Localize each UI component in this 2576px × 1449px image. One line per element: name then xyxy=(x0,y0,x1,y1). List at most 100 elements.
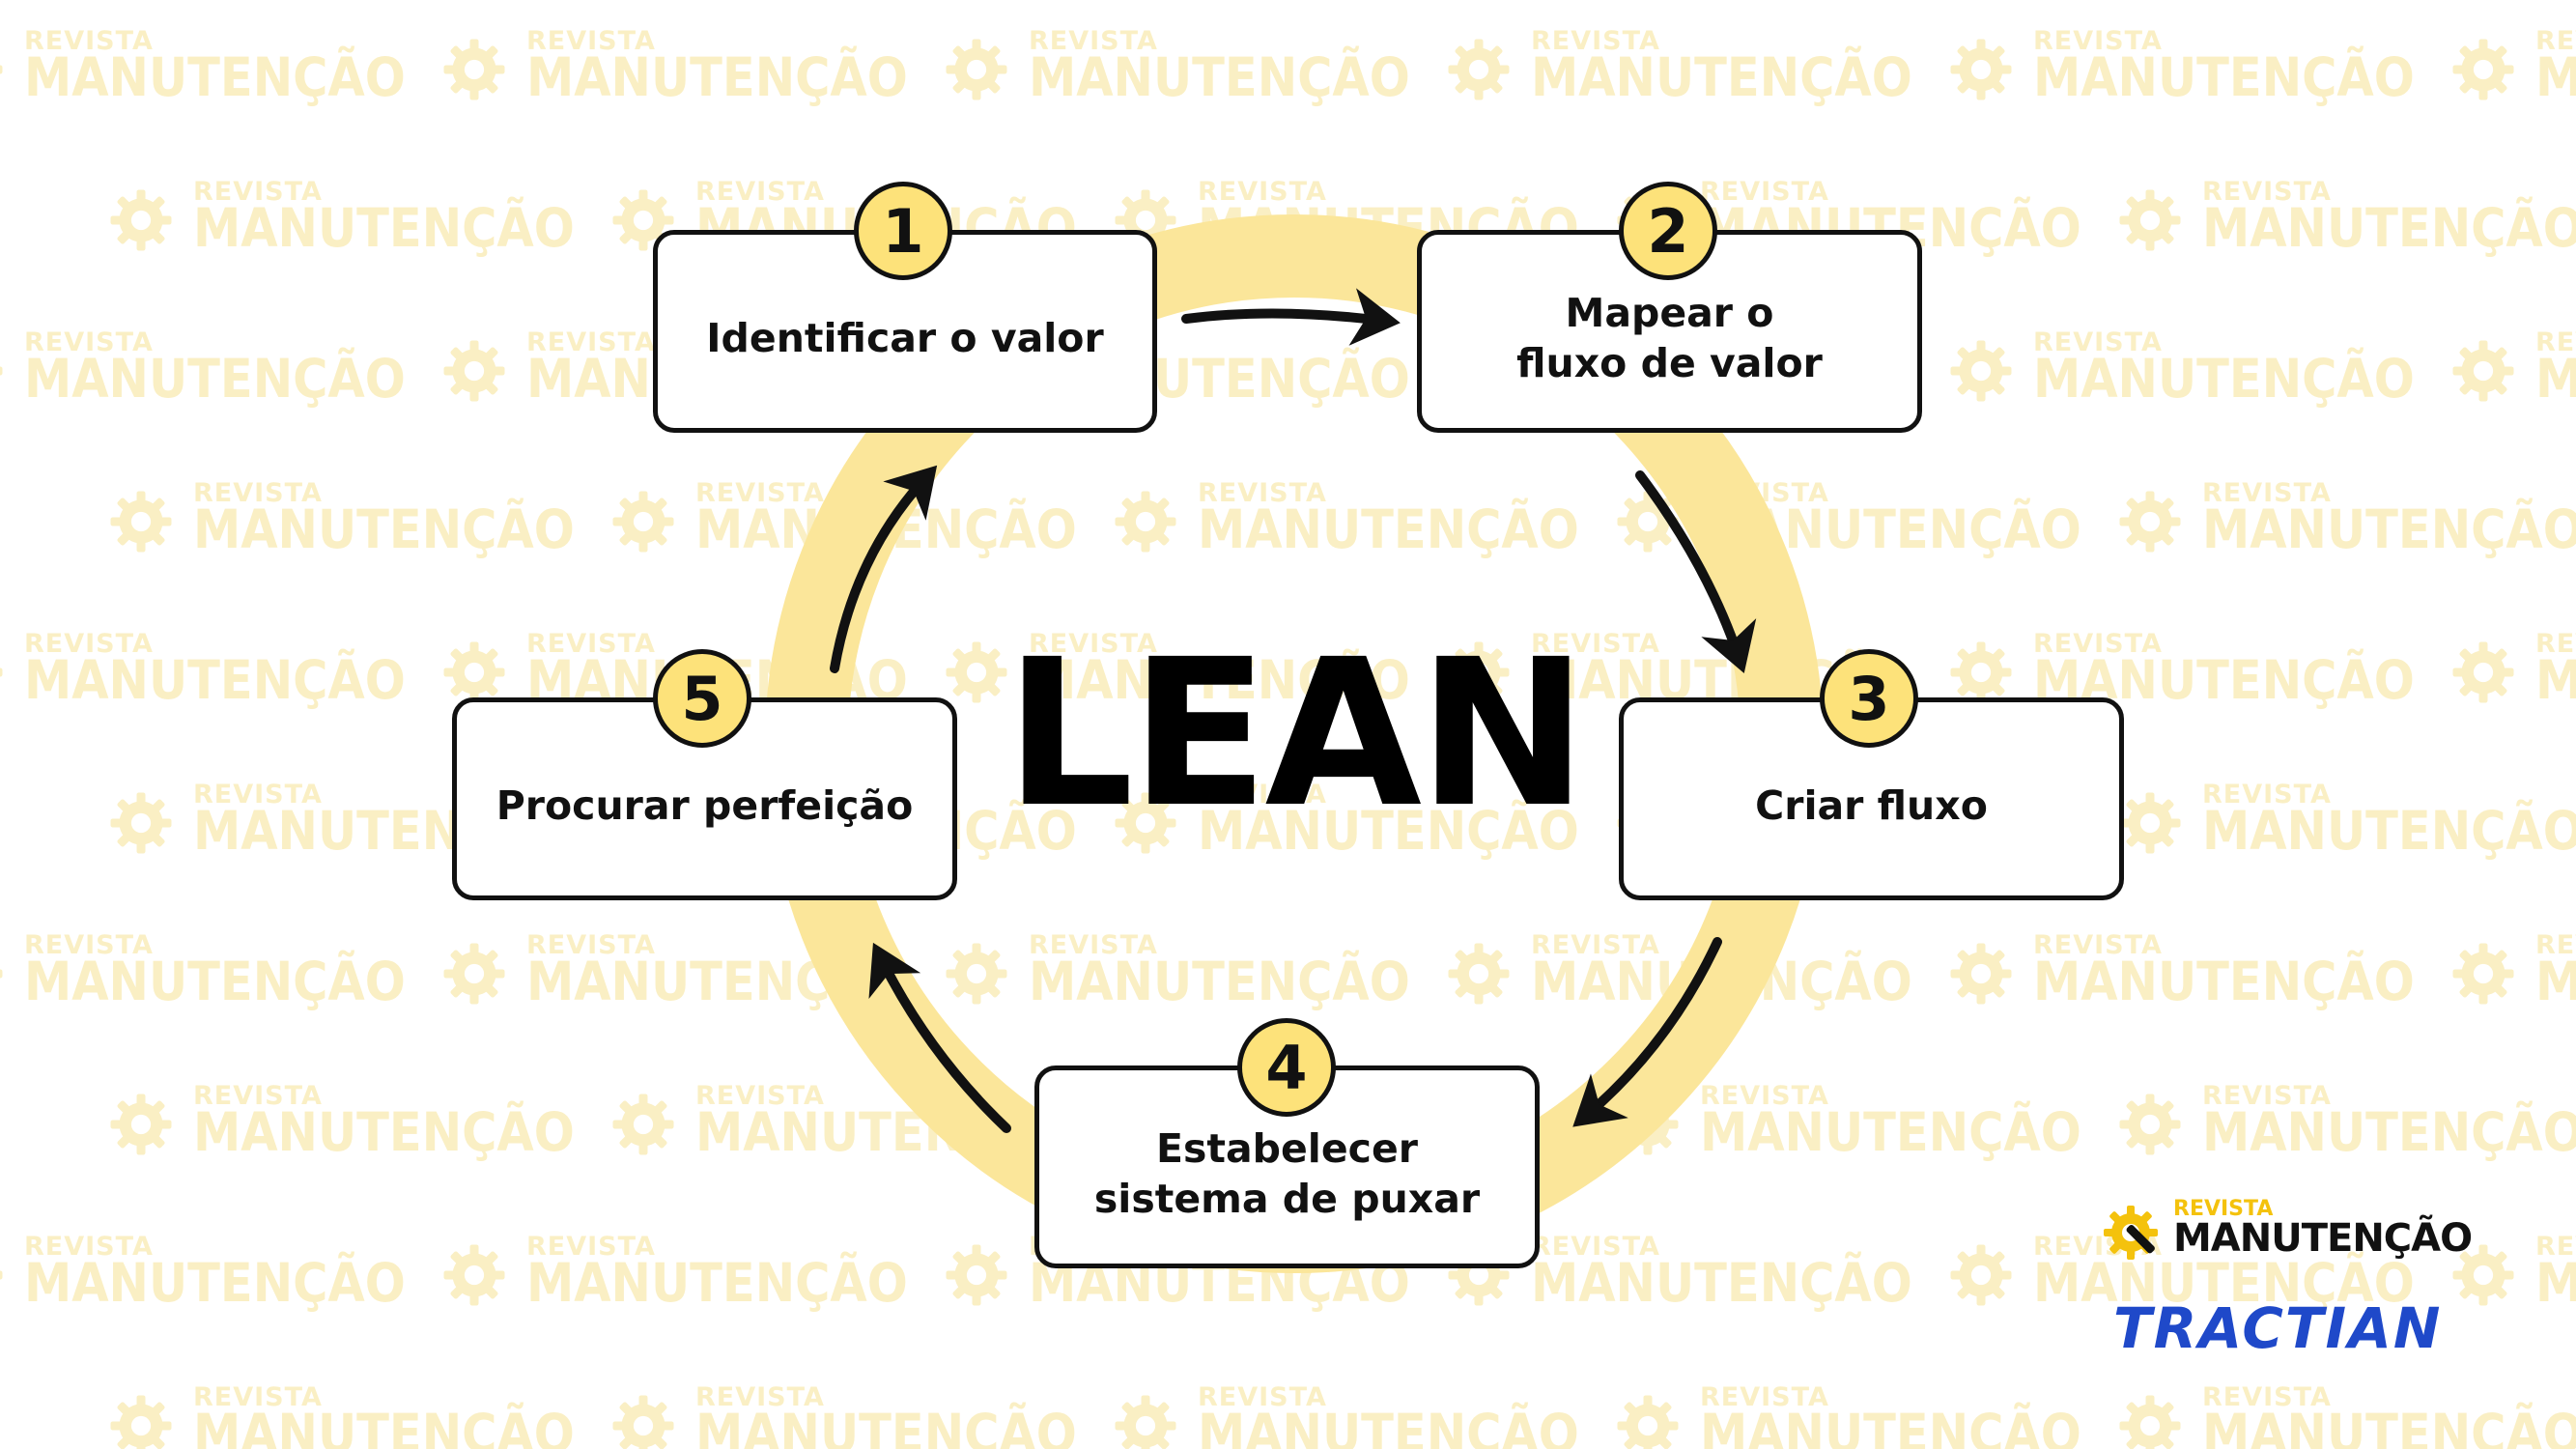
gear-wrench-icon xyxy=(1115,1395,1176,1449)
watermark-small-text: REVISTA xyxy=(526,1232,656,1262)
watermark-big-text: MANUTENÇÃO xyxy=(24,951,406,1012)
watermark-small-text: REVISTA xyxy=(193,1081,323,1111)
gear-wrench-icon xyxy=(1950,641,2012,703)
watermark-small-text: REVISTA xyxy=(2033,327,2163,357)
watermark-small-text: REVISTA xyxy=(2033,26,2163,56)
step-label: Estabelecer sistema de puxar xyxy=(1093,1125,1481,1222)
gear-wrench-icon xyxy=(1950,1244,2012,1306)
watermark-big-text: MANUTENÇÃO xyxy=(1700,1403,2081,1449)
gear-wrench-icon xyxy=(946,641,1007,703)
watermark-small-text: REVISTA xyxy=(24,930,154,960)
brand-big-text: MANUTENÇÃO xyxy=(2173,1216,2473,1261)
watermark-small-text: REVISTA xyxy=(526,629,656,659)
watermark-big-text: MANUTENÇÃO xyxy=(1531,46,1912,108)
watermark-small-text: REVISTA xyxy=(2202,177,2332,207)
brand-small-text: REVISTA xyxy=(2173,1197,2274,1221)
watermark-small-text: REVISTA xyxy=(1029,26,1158,56)
watermark-small-text: REVISTA xyxy=(2535,327,2576,357)
gear-wrench-icon xyxy=(1448,943,1510,1005)
watermark-small-text: REVISTA xyxy=(2202,1081,2332,1111)
watermark-small-text: REVISTA xyxy=(2535,629,2576,659)
watermark-big-text: MANUTENÇÃO xyxy=(2535,951,2576,1012)
gear-wrench-icon xyxy=(2452,340,2514,402)
watermark-small-text: REVISTA xyxy=(695,478,825,508)
brand-logos: REVISTA MANUTENÇÃO TRACTIAN xyxy=(2096,1197,2473,1362)
gear-wrench-icon xyxy=(946,943,1007,1005)
watermark-big-text: MANUTENÇÃO xyxy=(1198,1403,1579,1449)
watermark-small-text: REVISTA xyxy=(526,26,656,56)
watermark-small-text: REVISTA xyxy=(24,327,154,357)
step-badge-2: 2 xyxy=(1619,182,1717,280)
watermark-big-text: MANUTENÇÃO xyxy=(24,46,406,108)
watermark-small-text: REVISTA xyxy=(193,1382,323,1412)
watermark-small-text: REVISTA xyxy=(1531,930,1660,960)
watermark-big-text: MANUTENÇÃO xyxy=(24,649,406,711)
arrow-2-to-3 xyxy=(1635,470,1757,674)
gear-wrench-icon xyxy=(2119,189,2181,251)
watermark-big-text: MANUTENÇÃO xyxy=(2202,800,2576,862)
watermark-small-text: REVISTA xyxy=(1531,26,1660,56)
gear-wrench-icon xyxy=(110,189,172,251)
gear-wrench-icon xyxy=(0,366,3,376)
gear-wrench-icon xyxy=(2119,1094,2181,1155)
watermark-big-text: MANUTENÇÃO xyxy=(2033,46,2415,108)
watermark-small-text: REVISTA xyxy=(24,26,154,56)
step-badge-3: 3 xyxy=(1820,649,1918,748)
watermark-big-text: MANUTENÇÃO xyxy=(526,1252,908,1314)
watermark-big-text: MANUTENÇÃO xyxy=(1198,800,1579,862)
gear-wrench-icon xyxy=(612,189,674,251)
watermark-big-text: MANUTENÇÃO xyxy=(2033,951,2415,1012)
watermark-big-text: MANUTENÇÃO xyxy=(2202,498,2576,560)
watermark-small-text: REVISTA xyxy=(695,1382,825,1412)
gear-wrench-icon xyxy=(110,1395,172,1449)
step-badge-1: 1 xyxy=(854,182,952,280)
gear-wrench-icon xyxy=(110,491,172,553)
watermark-small-text: REVISTA xyxy=(24,1232,154,1262)
watermark-big-text: MANUTENÇÃO xyxy=(193,1101,575,1163)
watermark-small-text: REVISTA xyxy=(193,177,323,207)
arrow-5-to-1 xyxy=(830,465,938,673)
gear-wrench-icon xyxy=(110,1094,172,1155)
center-title: LEAN xyxy=(1005,615,1588,852)
gear-wrench-icon xyxy=(1617,1395,1679,1449)
gear-wrench-icon xyxy=(612,1395,674,1449)
watermark-small-text: REVISTA xyxy=(2535,930,2576,960)
gear-wrench-icon xyxy=(1448,641,1510,703)
watermark-small-text: REVISTA xyxy=(1198,478,1327,508)
watermark-small-text: REVISTA xyxy=(1198,780,1327,810)
gear-wrench-icon xyxy=(443,1244,505,1306)
step-badge-4: 4 xyxy=(1237,1018,1336,1117)
gear-wrench-icon xyxy=(2104,1206,2158,1260)
watermark-big-text: MANUTENÇÃO xyxy=(1029,649,1410,711)
revista-manutencao-logo: REVISTA MANUTENÇÃO xyxy=(2096,1197,2473,1267)
gear-wrench-icon xyxy=(2452,641,2514,703)
gear-wrench-icon xyxy=(1950,39,2012,100)
watermark-small-text: REVISTA xyxy=(2535,1232,2576,1262)
gear-wrench-icon xyxy=(612,1094,674,1155)
watermark-small-text: REVISTA xyxy=(1198,177,1327,207)
watermark-small-text: REVISTA xyxy=(695,1081,825,1111)
gear-wrench-icon xyxy=(2119,491,2181,553)
arrow-4-to-5 xyxy=(868,942,1011,1133)
watermark-small-text: REVISTA xyxy=(526,930,656,960)
gear-wrench-icon xyxy=(0,969,3,979)
step-label: Mapear o fluxo de valor xyxy=(1516,290,1823,386)
watermark-big-text: MANUTENÇÃO xyxy=(1700,1101,2081,1163)
gear-wrench-icon xyxy=(0,1270,3,1280)
